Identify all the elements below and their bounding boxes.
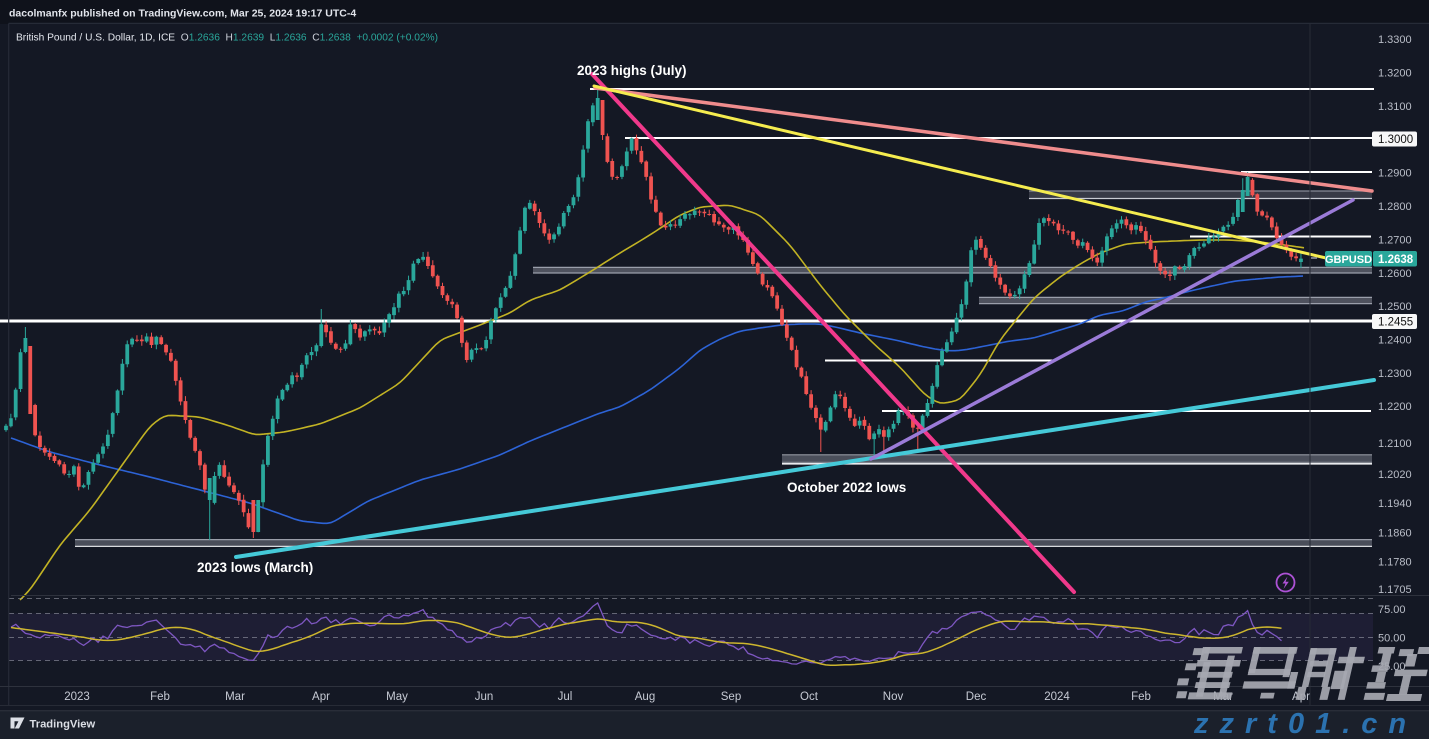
svg-text:Feb: Feb <box>150 691 170 703</box>
svg-text:Nov: Nov <box>883 691 904 703</box>
svg-text:Aug: Aug <box>635 691 655 703</box>
svg-text:Mar: Mar <box>225 691 245 703</box>
svg-text:1.1780: 1.1780 <box>1378 557 1412 569</box>
svg-text:Jul: Jul <box>558 691 573 703</box>
svg-text:1.2638: 1.2638 <box>1378 254 1414 266</box>
svg-text:1.2455: 1.2455 <box>1378 317 1413 329</box>
svg-text:1.1940: 1.1940 <box>1378 498 1412 510</box>
svg-text:1.2400: 1.2400 <box>1378 335 1412 347</box>
svg-text:2023: 2023 <box>64 691 90 703</box>
svg-text:Sep: Sep <box>721 691 741 703</box>
svg-text:75.00: 75.00 <box>1378 604 1406 616</box>
svg-text:British Pound / U.S. Dollar, 1: British Pound / U.S. Dollar, 1D, ICE O1.… <box>16 33 438 44</box>
svg-text:May: May <box>386 691 408 703</box>
svg-text:TradingView: TradingView <box>30 719 96 731</box>
svg-text:Oct: Oct <box>800 691 819 703</box>
svg-text:1.2200: 1.2200 <box>1378 401 1412 413</box>
svg-text:Jun: Jun <box>475 691 494 703</box>
svg-text:1.2800: 1.2800 <box>1378 201 1412 213</box>
svg-text:1.1705: 1.1705 <box>1378 584 1412 596</box>
svg-text:Apr: Apr <box>312 691 330 703</box>
svg-text:October 2022 lows: October 2022 lows <box>787 480 906 495</box>
svg-text:1.3300: 1.3300 <box>1378 34 1412 46</box>
svg-text:2023 highs (July): 2023 highs (July) <box>577 63 687 78</box>
svg-text:GBPUSD: GBPUSD <box>1325 254 1372 266</box>
svg-text:Feb: Feb <box>1131 691 1151 703</box>
svg-text:1.2700: 1.2700 <box>1378 234 1412 246</box>
svg-text:1.2300: 1.2300 <box>1378 368 1412 380</box>
svg-text:dacolmanfx published on Tradin: dacolmanfx published on TradingView.com,… <box>9 8 356 20</box>
svg-text:1.1860: 1.1860 <box>1378 528 1412 540</box>
svg-text:1.2020: 1.2020 <box>1378 469 1412 481</box>
svg-text:1.2500: 1.2500 <box>1378 301 1412 313</box>
svg-text:2024: 2024 <box>1044 691 1070 703</box>
svg-text:1.2600: 1.2600 <box>1378 268 1412 280</box>
svg-text:1.3200: 1.3200 <box>1378 67 1412 79</box>
svg-text:1.2900: 1.2900 <box>1378 168 1412 180</box>
svg-text:zzrt01.cn: zzrt01.cn <box>1193 708 1417 739</box>
svg-text:Dec: Dec <box>966 691 987 703</box>
svg-text:50.00: 50.00 <box>1378 633 1406 645</box>
svg-text:1.2100: 1.2100 <box>1378 438 1412 450</box>
svg-text:1.3000: 1.3000 <box>1378 134 1413 146</box>
svg-text:2023 lows (March): 2023 lows (March) <box>197 560 313 575</box>
svg-text:1.3100: 1.3100 <box>1378 101 1412 113</box>
